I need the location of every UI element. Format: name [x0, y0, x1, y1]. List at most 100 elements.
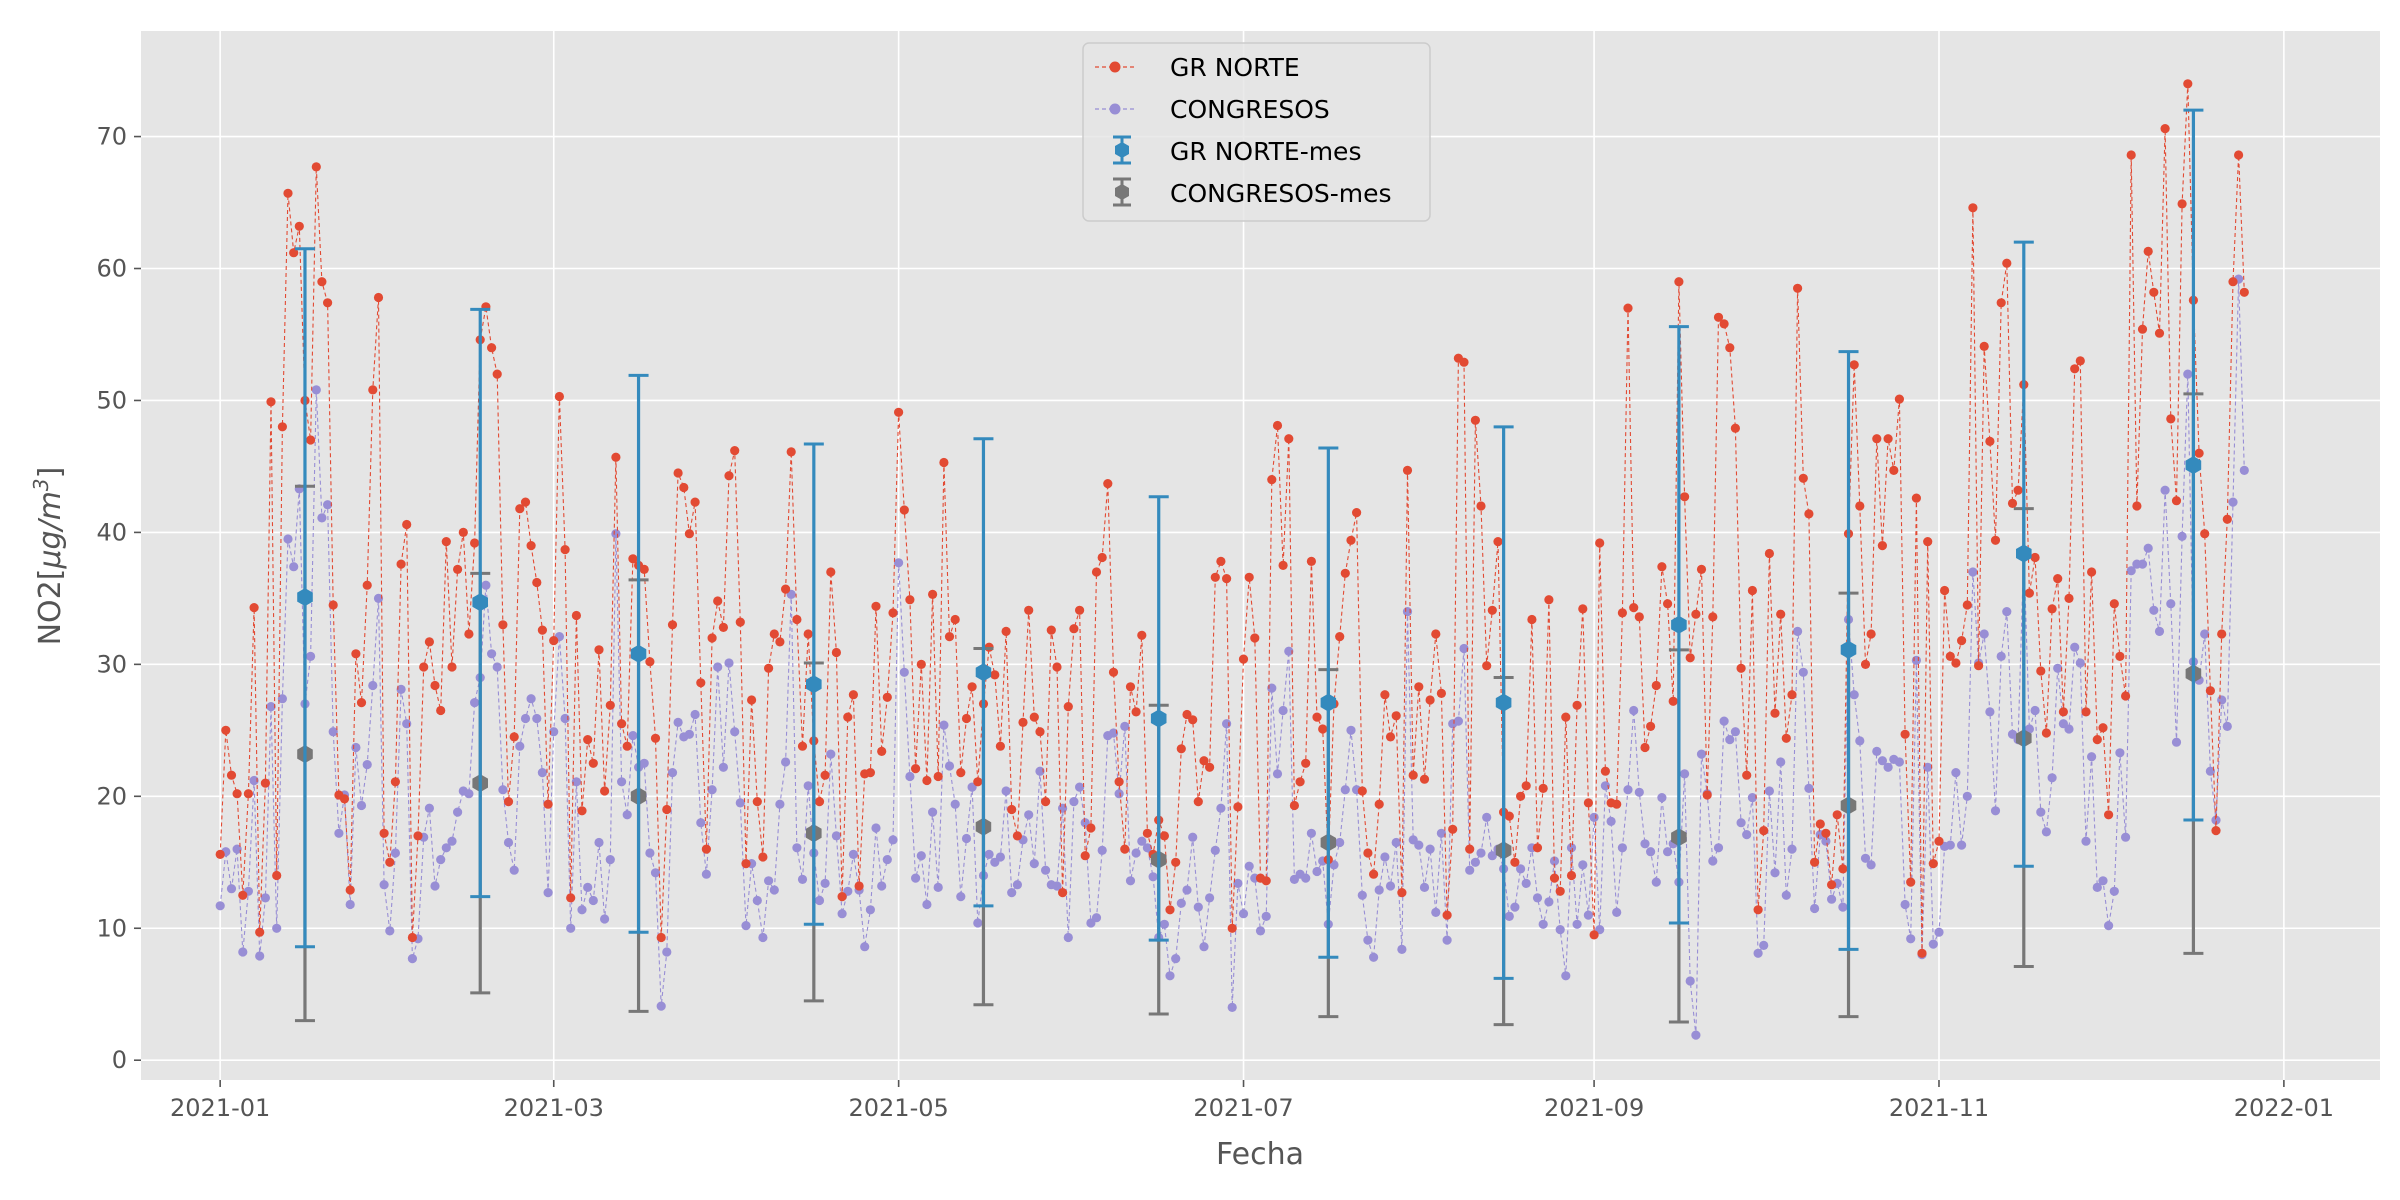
data-point-congresos	[543, 888, 553, 898]
data-point-congresos	[2030, 705, 2040, 716]
data-point-gr-norte	[1380, 690, 1390, 700]
data-point-gr-norte	[684, 529, 695, 539]
data-point-gr-norte	[1561, 712, 1571, 722]
data-point-gr-norte	[543, 799, 553, 809]
data-point-gr-norte	[515, 504, 525, 514]
data-point-congresos	[1346, 725, 1356, 735]
data-point-gr-norte	[1227, 923, 1237, 933]
errorbars-gr-norte-mes	[294, 108, 2204, 980]
data-point-congresos	[430, 881, 440, 891]
data-point-congresos	[792, 843, 802, 853]
data-point-gr-norte	[2132, 501, 2142, 511]
data-point-congresos	[1651, 877, 1661, 887]
data-point-gr-norte	[396, 559, 406, 569]
data-point-gr-norte	[1883, 434, 1893, 444]
data-point-congresos	[911, 873, 921, 883]
data-point-congresos	[724, 658, 734, 668]
data-point-congresos	[1827, 894, 1837, 904]
data-point-gr-norte	[939, 457, 949, 468]
data-point-congresos	[1380, 852, 1390, 862]
data-point-gr-norte	[1696, 564, 1707, 575]
data-point-congresos	[2143, 543, 2153, 553]
data-point-congresos	[797, 874, 808, 885]
data-point-gr-norte	[1753, 905, 1763, 915]
errorbar-mean-marker	[472, 593, 488, 612]
data-point-gr-norte	[741, 859, 751, 869]
series-layer	[215, 79, 2249, 1040]
data-point-congresos	[441, 843, 451, 853]
data-point-gr-norte	[436, 705, 446, 716]
data-point-gr-norte	[356, 698, 367, 708]
data-point-congresos	[1261, 911, 1271, 922]
data-point-congresos	[1075, 782, 1085, 792]
data-point-gr-norte	[2171, 496, 2182, 506]
data-point-congresos	[481, 580, 491, 590]
errorbar-mean-marker	[1495, 693, 1512, 712]
y-tick-label: 10	[96, 914, 127, 942]
data-point-gr-norte	[1804, 509, 1814, 519]
data-point-gr-norte	[1171, 857, 1181, 867]
data-point-gr-norte	[306, 435, 316, 445]
data-point-gr-norte	[605, 700, 615, 710]
data-point-gr-norte	[1781, 733, 1791, 743]
data-point-congresos	[775, 799, 785, 809]
data-point-congresos	[464, 789, 474, 799]
data-point-gr-norte	[1691, 609, 1701, 619]
data-point-gr-norte	[1035, 727, 1045, 737]
data-point-congresos	[1855, 736, 1865, 746]
data-point-gr-norte	[667, 620, 678, 630]
data-point-congresos	[735, 798, 745, 808]
data-point-gr-norte	[1855, 501, 1865, 511]
data-point-gr-norte	[1159, 831, 1169, 841]
data-point-congresos	[1391, 837, 1401, 848]
data-point-congresos	[1233, 878, 1243, 889]
data-point-gr-norte	[2075, 356, 2085, 366]
data-point-gr-norte	[1617, 608, 1627, 618]
data-point-congresos	[1589, 812, 1599, 823]
errorbar-mean-marker	[1840, 640, 1857, 659]
data-point-congresos	[1663, 847, 1673, 857]
data-point-gr-norte	[1340, 568, 1350, 578]
errorbar-mean-marker	[1320, 693, 1337, 712]
data-point-congresos	[667, 768, 678, 778]
data-point-congresos	[1419, 882, 1430, 893]
data-point-gr-norte	[1894, 394, 1904, 404]
data-point-congresos	[899, 667, 909, 677]
data-point-gr-norte	[1402, 465, 1413, 475]
data-point-gr-norte	[339, 794, 350, 804]
data-point-congresos	[1114, 789, 1124, 799]
errorbar-mean-marker	[806, 675, 822, 694]
data-point-gr-norte	[2177, 199, 2187, 209]
data-point-gr-norte	[566, 893, 576, 903]
data-point-gr-norte	[1052, 662, 1062, 672]
data-point-congresos	[1646, 847, 1656, 857]
data-point-congresos	[1657, 793, 1667, 803]
data-point-gr-norte	[588, 758, 598, 768]
data-point-gr-norte	[1770, 708, 1780, 718]
data-point-congresos	[905, 771, 915, 782]
data-point-congresos	[232, 844, 242, 854]
data-point-congresos	[1804, 783, 1814, 794]
data-point-gr-norte	[1391, 711, 1401, 721]
data-point-congresos	[752, 895, 762, 906]
legend-item-gr-norte-mes: GR NORTE-mes	[1113, 135, 1361, 166]
data-point-gr-norte	[2228, 277, 2238, 287]
data-point-congresos	[1482, 812, 1492, 823]
data-point-congresos	[334, 828, 344, 838]
data-point-gr-norte	[294, 221, 304, 231]
data-point-congresos	[1561, 971, 1571, 981]
data-point-congresos	[487, 649, 497, 659]
data-point-congresos	[684, 729, 695, 739]
data-point-gr-norte	[1832, 810, 1842, 820]
data-point-gr-norte	[1165, 905, 1175, 915]
data-point-congresos	[373, 593, 384, 604]
data-point-gr-norte	[498, 620, 508, 630]
data-point-gr-norte	[2217, 629, 2227, 639]
data-point-congresos	[368, 680, 378, 691]
data-point-congresos	[1685, 976, 1695, 986]
data-point-gr-norte	[1872, 434, 1882, 444]
data-point-gr-norte	[509, 732, 519, 742]
data-point-congresos	[453, 807, 463, 817]
data-point-gr-norte	[814, 797, 825, 807]
